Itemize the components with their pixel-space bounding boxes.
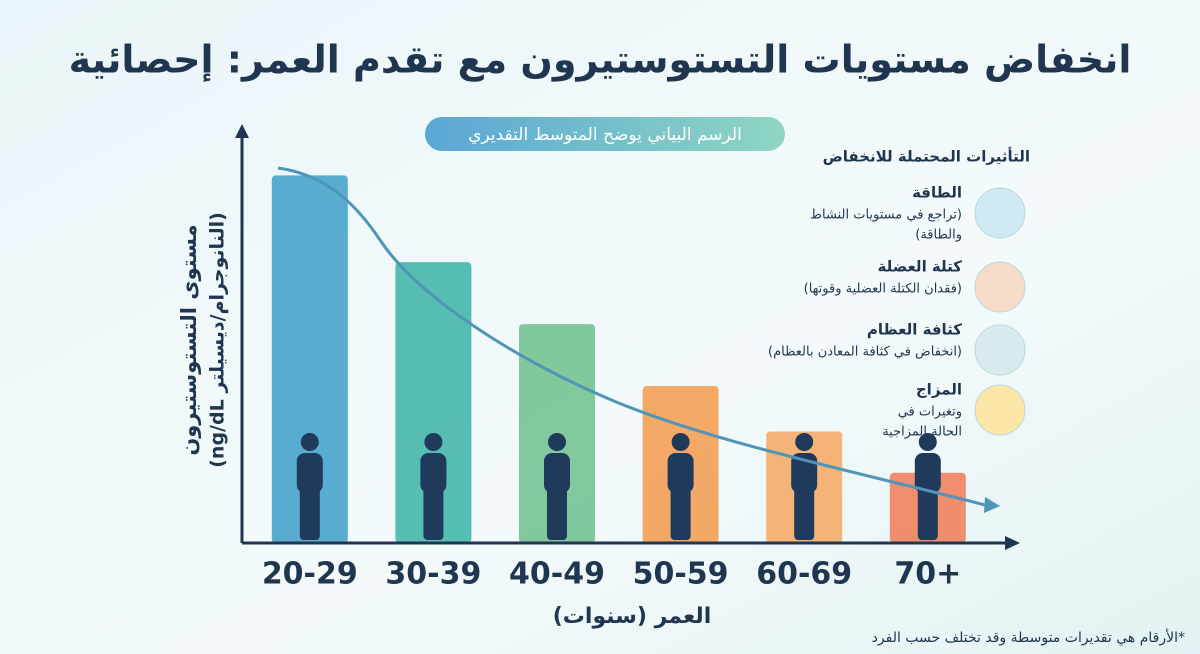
x-tick-label: 40-49 bbox=[509, 557, 605, 592]
effect-title: الطاقة bbox=[912, 184, 962, 202]
x-tick-label: 20-29 bbox=[262, 557, 358, 592]
person-icon bbox=[424, 433, 443, 451]
person-icon bbox=[667, 453, 694, 493]
person-icon bbox=[300, 433, 319, 451]
x-axis-label: العمر (سنوات) bbox=[553, 604, 711, 629]
subtitle: الرسم البياني يوضح المتوسط التقديري bbox=[468, 125, 742, 145]
person-icon bbox=[299, 488, 320, 540]
effect-text: والطاقة) bbox=[915, 228, 962, 243]
person-icon bbox=[671, 433, 690, 451]
person-icon bbox=[917, 488, 938, 540]
person-icon bbox=[918, 433, 937, 451]
effects-heading: التأثيرات المحتملة للانخفاض bbox=[823, 147, 1030, 166]
effect-title: كتلة العضلة bbox=[877, 258, 962, 276]
effects-list: الطاقة (تراجع في مستويات النشاط والطاقة) كت… bbox=[768, 184, 1026, 440]
y-axis-label: (النانوجرام/ديسيلتر ng/dL) bbox=[207, 212, 229, 468]
person-icon bbox=[547, 488, 567, 540]
x-tick-label: 70+ bbox=[894, 557, 961, 592]
person-icon bbox=[296, 453, 323, 493]
axis-arrow bbox=[1005, 536, 1020, 550]
x-tick-label: 60-69 bbox=[756, 557, 852, 592]
person-icon bbox=[544, 453, 570, 493]
person-icon bbox=[420, 453, 447, 493]
person-icon bbox=[548, 433, 566, 451]
effect-icon bbox=[974, 324, 1026, 376]
x-tick-label: 30-39 bbox=[385, 557, 481, 592]
bar bbox=[271, 175, 348, 543]
effect-text: الحالة المزاجية bbox=[882, 425, 962, 440]
person-icon bbox=[670, 488, 691, 540]
subtitle-pill bbox=[425, 117, 785, 151]
person-icon bbox=[423, 488, 444, 540]
plot bbox=[271, 175, 966, 543]
axis-arrow bbox=[235, 124, 249, 138]
person-icon bbox=[794, 488, 815, 540]
person-icon bbox=[914, 453, 941, 493]
effect-text: وتغيرات في bbox=[898, 405, 962, 420]
effect-icon bbox=[974, 187, 1026, 239]
effect-text: (فقدان الكتلة العضلية وقوتها) bbox=[804, 282, 962, 297]
footnote: *الأرقام هي تقديرات متوسطة وقد تختلف حسب… bbox=[872, 628, 1185, 646]
effect-text: (انخفاض في كثافة المعادن بالعظام) bbox=[768, 345, 962, 360]
y-axis-label: مستوى التستوستيرون bbox=[177, 224, 201, 455]
effect-icon bbox=[974, 261, 1026, 313]
chart-title: انخفاض مستويات التستوستيرون مع تقدم العم… bbox=[69, 38, 1132, 83]
effect-title: كثافة العظام bbox=[867, 321, 962, 339]
effect-text: (تراجع في مستويات النشاط bbox=[810, 208, 962, 223]
trend-arrow bbox=[984, 497, 1000, 513]
person-icon bbox=[795, 433, 814, 451]
effect-title: المزاج bbox=[916, 381, 962, 399]
bar bbox=[395, 262, 472, 543]
x-tick-label: 50-59 bbox=[633, 557, 729, 592]
trend-curve bbox=[277, 166, 986, 507]
effect-icon bbox=[974, 384, 1026, 436]
